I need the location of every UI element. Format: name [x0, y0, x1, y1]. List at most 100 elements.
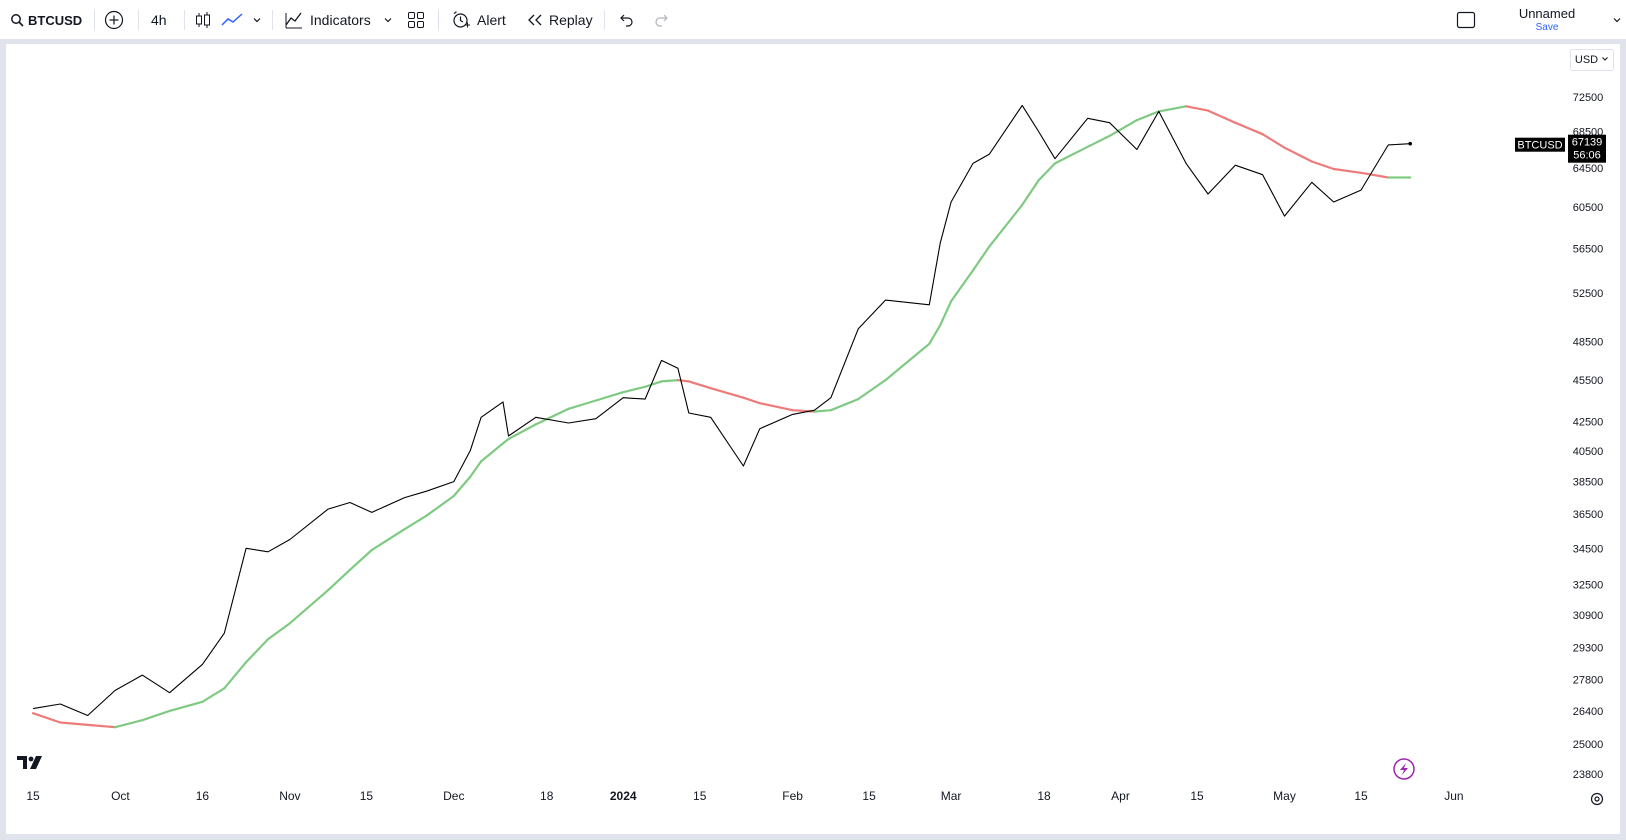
compare-add-button[interactable] [104, 0, 124, 40]
ma-segment [813, 409, 833, 413]
y-tick-label: 42500 [1573, 417, 1604, 429]
y-tick-label: 48500 [1573, 336, 1604, 348]
ma-segment [1135, 110, 1160, 122]
ma-segment [1332, 167, 1363, 174]
ma-segment [1037, 162, 1057, 182]
ma-segment [567, 399, 598, 410]
ma-segment [928, 324, 942, 345]
ma-segment [327, 568, 352, 592]
last-price-tag: BTCUSD 67139 56:06 [1515, 134, 1606, 163]
x-tick-label: 15 [360, 789, 374, 803]
currency-label: USD [1574, 54, 1599, 66]
ma-segment [1283, 146, 1313, 163]
ma-segment [660, 379, 680, 383]
ma-segment [1261, 133, 1286, 149]
x-tick-label: 15 [693, 789, 707, 803]
replay-label: Replay [549, 12, 593, 28]
indicators-button[interactable]: Indicators [284, 0, 371, 40]
top-toolbar: BTCUSD 4h Indicators Alert R [0, 0, 1626, 40]
chart-pane[interactable]: 72500 68500 64500 60500 56500 52500 48500 45500… [6, 44, 1620, 834]
ma-segment [201, 687, 226, 703]
x-tick-label: 15 [1354, 789, 1368, 803]
undo-icon [620, 14, 633, 27]
indicators-dropdown[interactable] [383, 0, 393, 40]
ma-segment [687, 380, 712, 390]
lightning-icon[interactable] [1393, 758, 1415, 780]
ma-segment [480, 442, 505, 463]
replay-button[interactable]: Replay [527, 0, 593, 40]
save-label: Save [1535, 22, 1559, 33]
x-tick-label: 18 [540, 789, 554, 803]
rewind-icon [527, 13, 543, 27]
plus-circle-icon [104, 10, 124, 30]
separator [138, 10, 139, 30]
separator [604, 10, 605, 30]
redo-button[interactable] [654, 0, 670, 40]
layout-button[interactable] [407, 0, 425, 40]
ma-segment [594, 391, 625, 402]
y-tick-label: 56500 [1573, 244, 1604, 256]
settings-icon[interactable] [1590, 792, 1604, 806]
last-price-dot [1408, 141, 1412, 146]
candles-icon [196, 12, 210, 28]
undo-button[interactable] [618, 0, 634, 40]
y-tick-label: 32500 [1573, 580, 1604, 592]
alarm-clock-icon [451, 10, 471, 30]
chevron-down-icon [253, 18, 261, 23]
y-tick-label: 36500 [1573, 509, 1604, 521]
y-tick-label: 34500 [1573, 543, 1604, 555]
ma-segment [643, 380, 663, 388]
x-tick-label: 18 [1037, 789, 1051, 803]
layout-name-button[interactable]: Unnamed Save [1486, 7, 1608, 33]
layout-dropdown[interactable] [1612, 0, 1622, 40]
symbol-search[interactable]: BTCUSD [10, 0, 82, 40]
y-tick-label: 30900 [1573, 610, 1604, 622]
ma-segment [622, 385, 647, 394]
ma-segment [469, 460, 483, 478]
ma-segment [949, 269, 975, 303]
ma-segment [59, 721, 89, 727]
ma-segment [1359, 171, 1390, 179]
x-tick-label: 16 [196, 789, 210, 803]
y-tick-label: 29300 [1573, 643, 1604, 655]
indicators-icon [284, 10, 304, 30]
x-tick-label: Feb [782, 789, 803, 803]
currency-selector[interactable]: USD [1570, 49, 1614, 71]
ma-segment [971, 245, 991, 272]
ma-segment [742, 396, 761, 405]
ma-segment [245, 638, 270, 664]
x-tick-label: 15 [1190, 789, 1204, 803]
ma-segment [884, 342, 931, 382]
fullscreen-button[interactable] [1456, 0, 1476, 40]
line-chart-button[interactable] [221, 0, 243, 40]
redo-icon [655, 14, 668, 27]
ma-segment [168, 700, 204, 713]
x-tick-label: Dec [443, 789, 464, 803]
ma-segment [758, 402, 794, 412]
layout-name: Unnamed [1518, 6, 1576, 21]
y-tick-label: 64500 [1573, 163, 1604, 175]
x-tick-label: Apr [1111, 789, 1130, 803]
price-chart[interactable]: 7250068500645006050056500525004850045500… [6, 44, 1620, 834]
interval-button[interactable]: 4h [151, 0, 167, 40]
ma-segment [266, 622, 291, 641]
y-tick-label: 23800 [1573, 769, 1604, 781]
ma-segment [1053, 145, 1089, 165]
ma-segment [141, 709, 171, 722]
ma-segment [1021, 179, 1040, 206]
chart-type-dropdown[interactable] [252, 0, 262, 40]
candles-button[interactable] [194, 0, 212, 40]
x-tick-label: Jun [1444, 789, 1463, 803]
ma-segment [709, 387, 745, 399]
ma-segment [348, 548, 373, 571]
ma-segment [676, 379, 690, 383]
ma-segment [223, 661, 248, 690]
x-tick-label: Oct [111, 789, 130, 803]
ma-segment [425, 494, 455, 517]
ma-segment [31, 712, 62, 724]
y-tick-label: 27800 [1573, 675, 1604, 687]
separator [94, 10, 95, 30]
alert-button[interactable]: Alert [451, 0, 506, 40]
ma-segment [1206, 109, 1237, 124]
line-chart-icon [221, 13, 243, 26]
